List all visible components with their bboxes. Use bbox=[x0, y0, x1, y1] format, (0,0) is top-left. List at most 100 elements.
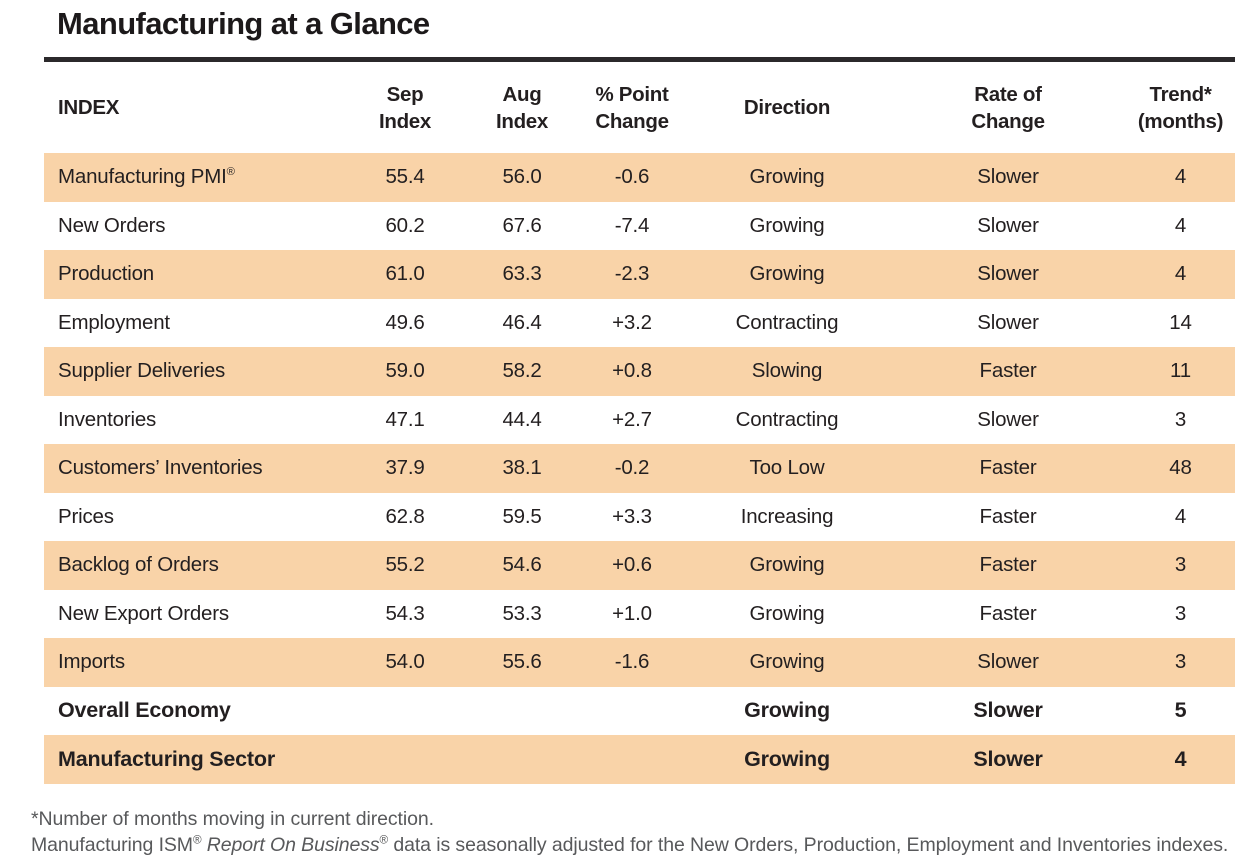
footnote-seasonal-adjustment: Manufacturing ISM® Report On Business® d… bbox=[31, 832, 1231, 858]
cell-rate-of-change: Slower bbox=[973, 746, 1043, 771]
header-label: Aug bbox=[502, 82, 542, 106]
cell-sep-index: 62.8 bbox=[385, 504, 425, 528]
table-row-production: Production 61.0 63.3 -2.3 Growing Slower… bbox=[44, 250, 1235, 299]
cell-index: Overall Economy bbox=[58, 698, 231, 723]
cell-index: Backlog of Orders bbox=[58, 553, 219, 577]
registered-mark: ® bbox=[226, 166, 235, 179]
cell-point-change: +2.7 bbox=[612, 407, 652, 431]
cell-index: Production bbox=[58, 262, 155, 286]
page-title: Manufacturing at a Glance bbox=[57, 6, 430, 41]
cell-rate-of-change: Slower bbox=[977, 213, 1039, 237]
cell-rate-of-change: Faster bbox=[979, 553, 1037, 577]
table-header-row: INDEX Sep Index Aug Index % Point Change… bbox=[44, 62, 1235, 153]
cell-rate-of-change: Faster bbox=[979, 504, 1037, 528]
cell-index: New Orders bbox=[58, 213, 166, 237]
column-header-rate-of-change: Rate of Change bbox=[890, 62, 1126, 153]
cell-sep-index: 54.0 bbox=[385, 650, 425, 674]
cell-point-change: +1.0 bbox=[612, 601, 652, 625]
cell-trend: 4 bbox=[1174, 262, 1187, 286]
cell-index: Supplier Deliveries bbox=[58, 359, 226, 383]
cell-rate-of-change: Slower bbox=[977, 310, 1039, 334]
cell-sep-index: 61.0 bbox=[385, 262, 425, 286]
cell-direction: Growing bbox=[744, 698, 830, 723]
row-label: Manufacturing PMI bbox=[58, 165, 227, 189]
column-header-aug-index: Aug Index bbox=[464, 62, 580, 153]
cell-direction: Increasing bbox=[740, 504, 834, 528]
header-label: Sep bbox=[386, 82, 424, 106]
table-row-new-orders: New Orders 60.2 67.6 -7.4 Growing Slower… bbox=[44, 202, 1235, 251]
cell-direction: Growing bbox=[749, 213, 825, 237]
header-label: Direction bbox=[743, 96, 831, 119]
cell-point-change: +0.8 bbox=[612, 359, 652, 383]
header-label: Change bbox=[971, 109, 1045, 133]
registered-mark: ® bbox=[192, 833, 202, 847]
cell-index: Manufacturing Sector bbox=[58, 746, 275, 771]
column-header-trend: Trend* (months) bbox=[1126, 62, 1235, 153]
footnotes: *Number of months moving in current dire… bbox=[31, 806, 1231, 858]
cell-direction: Too Low bbox=[749, 456, 825, 480]
cell-aug-index: 55.6 bbox=[502, 650, 542, 674]
table-row-inventories: Inventories 47.1 44.4 +2.7 Contracting S… bbox=[44, 396, 1235, 445]
cell-index: Employment bbox=[58, 310, 170, 334]
cell-rate-of-change: Faster bbox=[979, 601, 1037, 625]
cell-aug-index: 44.4 bbox=[502, 407, 542, 431]
cell-rate-of-change: Slower bbox=[973, 698, 1043, 723]
header-label: Rate of bbox=[974, 82, 1042, 106]
table-row-manufacturing-sector: Manufacturing Sector Growing Slower 4 bbox=[44, 735, 1235, 784]
table-row-prices: Prices 62.8 59.5 +3.3 Increasing Faster … bbox=[44, 493, 1235, 542]
cell-aug-index: 46.4 bbox=[502, 310, 542, 334]
cell-aug-index: 63.3 bbox=[502, 262, 542, 286]
footnote-text-post: data is seasonally adjusted for the New … bbox=[388, 834, 1229, 856]
cell-direction: Growing bbox=[749, 262, 825, 286]
cell-sep-index: 59.0 bbox=[385, 359, 425, 383]
cell-trend: 4 bbox=[1174, 504, 1187, 528]
cell-direction: Growing bbox=[744, 746, 830, 771]
table-row-supplier-deliveries: Supplier Deliveries 59.0 58.2 +0.8 Slowi… bbox=[44, 347, 1235, 396]
cell-direction: Growing bbox=[749, 553, 825, 577]
cell-aug-index: 38.1 bbox=[502, 456, 542, 480]
cell-rate-of-change: Slower bbox=[977, 650, 1039, 674]
header-label: Index bbox=[495, 109, 549, 133]
cell-index: Inventories bbox=[58, 407, 157, 431]
cell-trend: 4 bbox=[1174, 746, 1187, 771]
table-row-backlog-of-orders: Backlog of Orders 55.2 54.6 +0.6 Growing… bbox=[44, 541, 1235, 590]
cell-aug-index: 67.6 bbox=[502, 213, 542, 237]
cell-trend: 3 bbox=[1174, 601, 1187, 625]
cell-sep-index: 37.9 bbox=[385, 456, 425, 480]
cell-sep-index: 54.3 bbox=[385, 601, 425, 625]
cell-point-change: +3.3 bbox=[612, 504, 652, 528]
cell-rate-of-change: Faster bbox=[979, 359, 1037, 383]
cell-point-change: -2.3 bbox=[614, 262, 650, 286]
cell-direction: Growing bbox=[749, 601, 825, 625]
header-label: (months) bbox=[1137, 109, 1224, 133]
cell-rate-of-change: Faster bbox=[979, 456, 1037, 480]
column-header-sep-index: Sep Index bbox=[346, 62, 464, 153]
cell-point-change: -1.6 bbox=[614, 650, 650, 674]
cell-direction: Contracting bbox=[735, 407, 839, 431]
cell-point-change: -7.4 bbox=[614, 213, 650, 237]
cell-trend: 5 bbox=[1174, 698, 1187, 723]
cell-point-change: +3.2 bbox=[612, 310, 652, 334]
footnote-trend-definition: *Number of months moving in current dire… bbox=[31, 808, 434, 830]
cell-index: Imports bbox=[58, 650, 125, 674]
table-row-new-export-orders: New Export Orders 54.3 53.3 +1.0 Growing… bbox=[44, 590, 1235, 639]
cell-aug-index: 58.2 bbox=[502, 359, 542, 383]
cell-trend: 4 bbox=[1174, 165, 1187, 189]
manufacturing-table: INDEX Sep Index Aug Index % Point Change… bbox=[44, 62, 1235, 784]
cell-trend: 3 bbox=[1174, 650, 1187, 674]
cell-trend: 4 bbox=[1174, 213, 1187, 237]
header-label: Trend* bbox=[1149, 82, 1212, 106]
column-header-index: INDEX bbox=[44, 62, 346, 153]
cell-aug-index: 53.3 bbox=[502, 601, 542, 625]
cell-direction: Growing bbox=[749, 165, 825, 189]
cell-point-change: -0.6 bbox=[614, 165, 650, 189]
table-row-employment: Employment 49.6 46.4 +3.2 Contracting Sl… bbox=[44, 299, 1235, 348]
table-row-customers-inventories: Customers’ Inventories 37.9 38.1 -0.2 To… bbox=[44, 444, 1235, 493]
cell-point-change: +0.6 bbox=[612, 553, 652, 577]
cell-aug-index: 54.6 bbox=[502, 553, 542, 577]
cell-direction: Growing bbox=[749, 650, 825, 674]
header-label: Change bbox=[595, 109, 669, 133]
cell-rate-of-change: Slower bbox=[977, 262, 1039, 286]
column-header-direction: Direction bbox=[684, 62, 890, 153]
